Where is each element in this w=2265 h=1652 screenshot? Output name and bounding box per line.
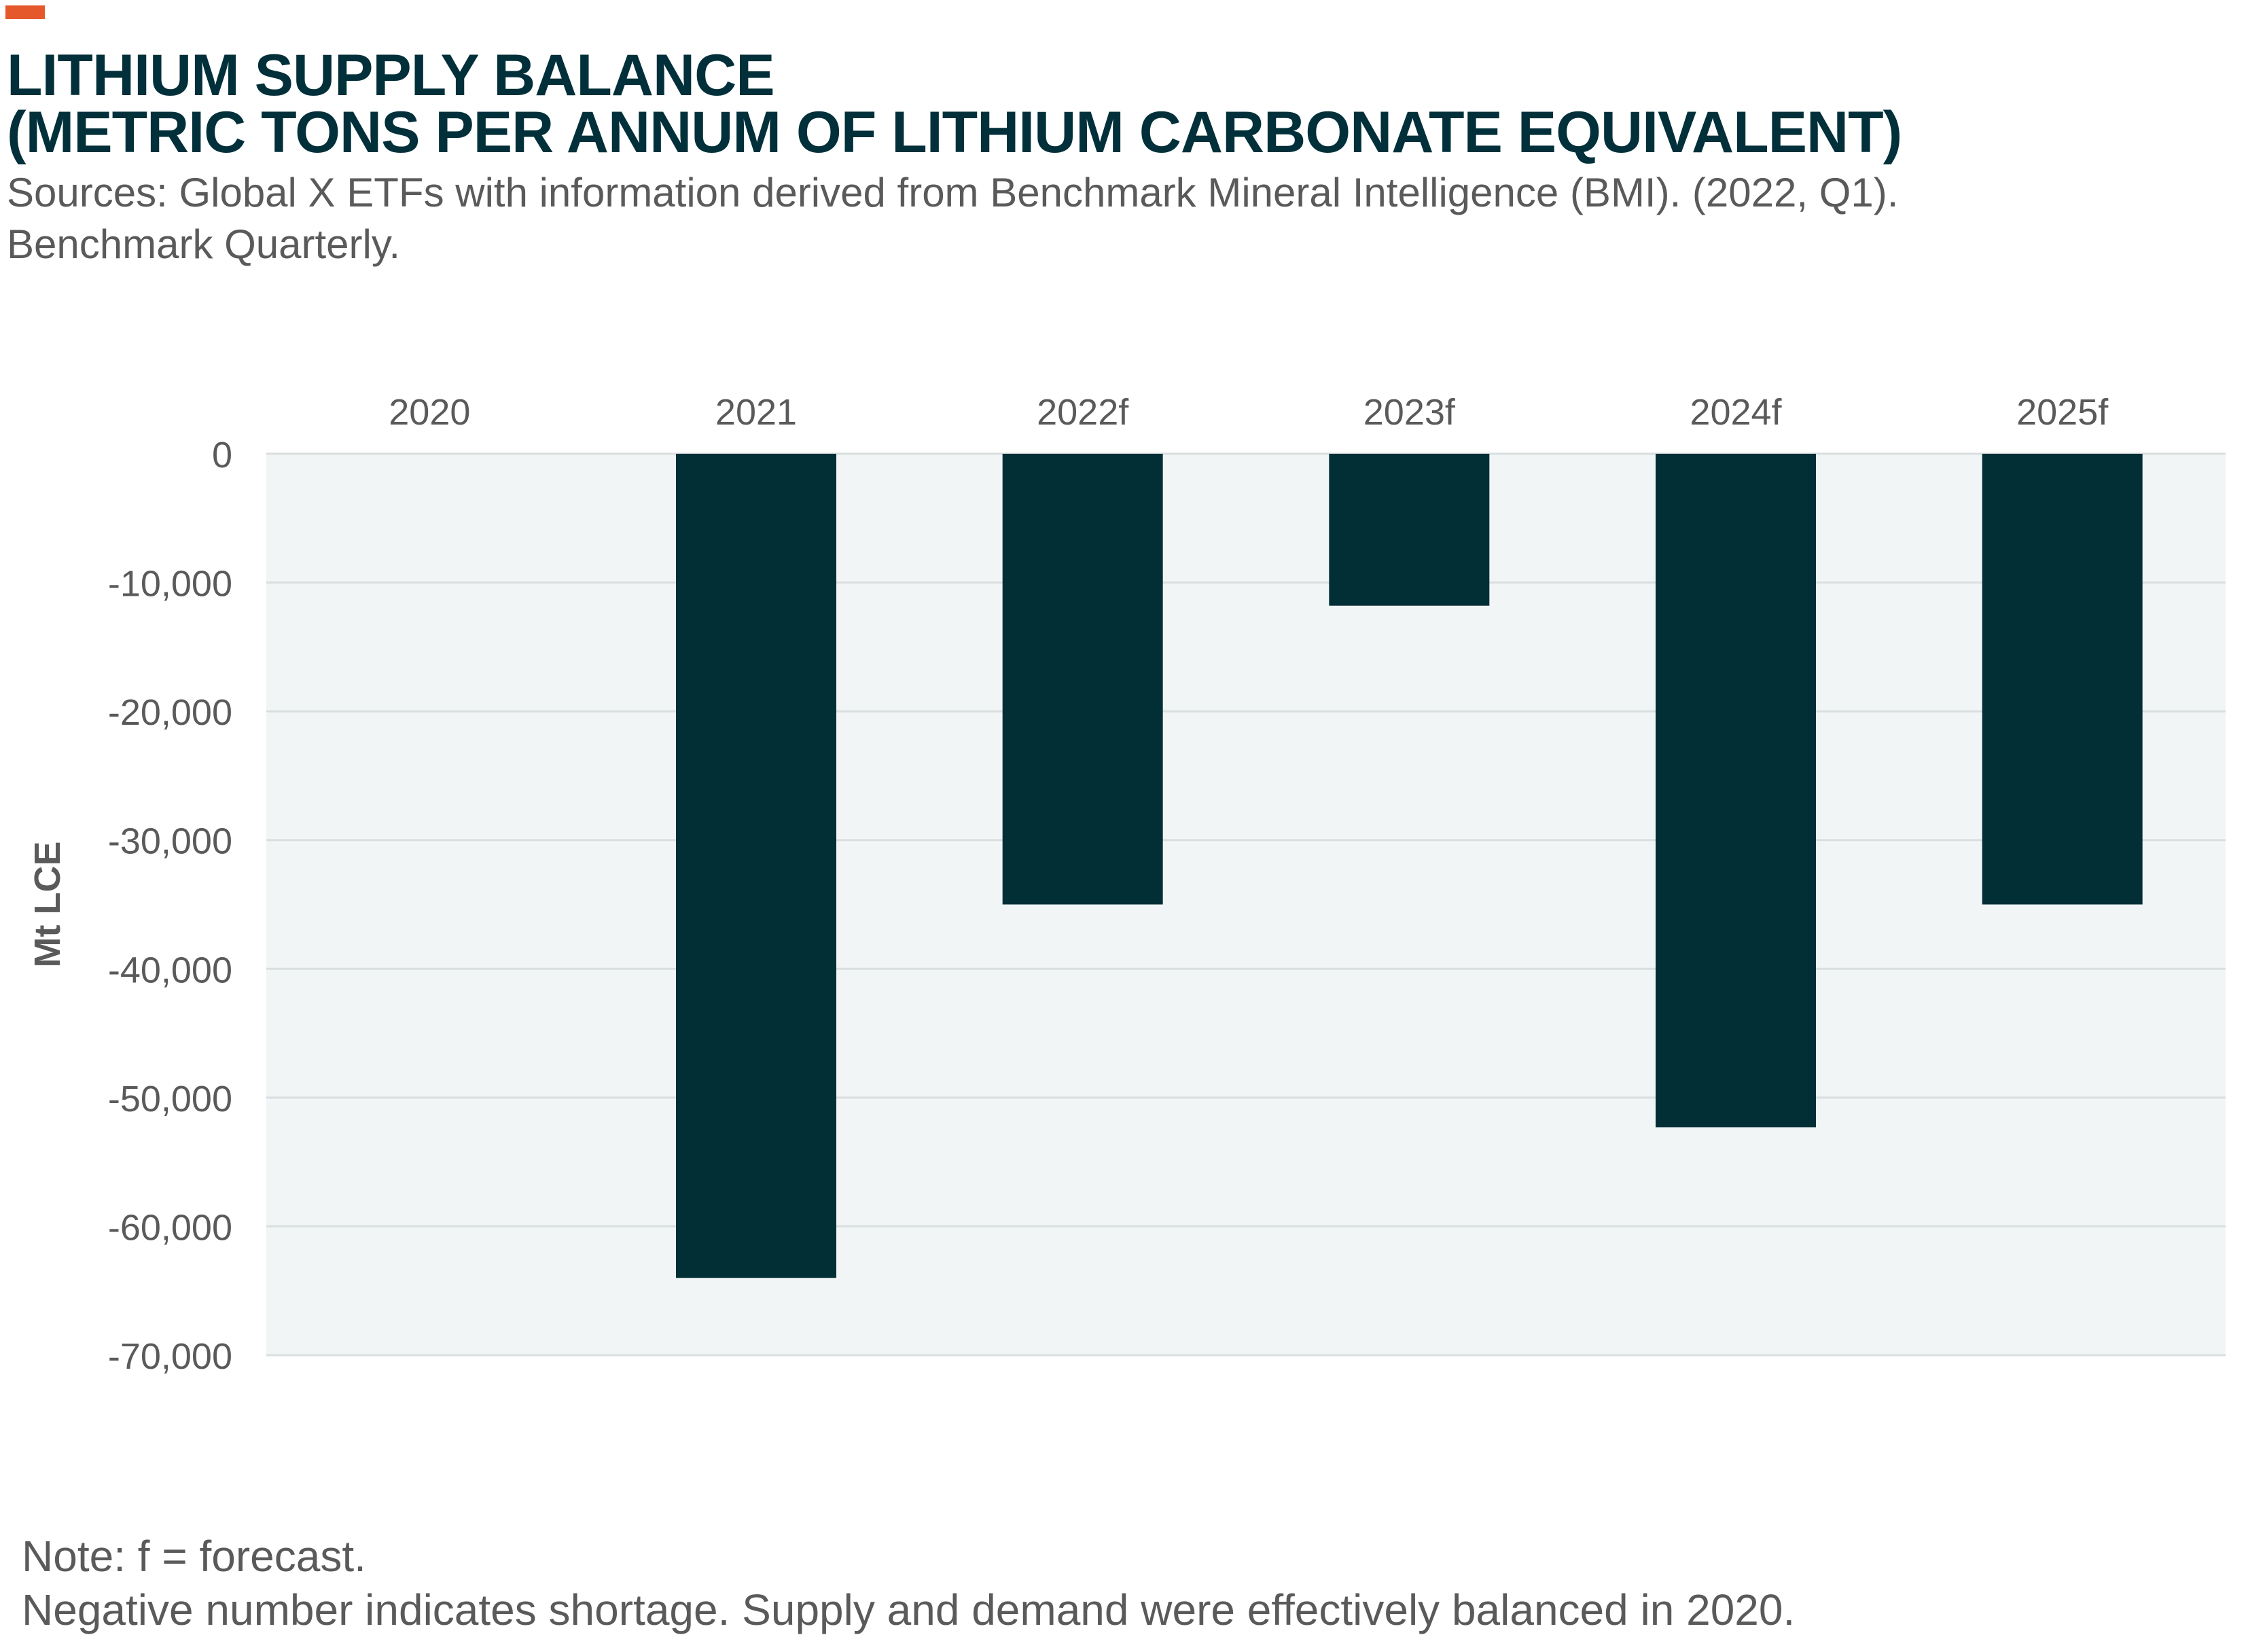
- chart-title-line-2: (METRIC TONS PER ANNUM OF LITHIUM CARBON…: [7, 100, 1902, 165]
- chart-source-line-2: Benchmark Quarterly.: [7, 221, 401, 268]
- y-tick-label: -30,000: [108, 821, 232, 862]
- x-category-label: 2024f: [1690, 392, 1782, 433]
- y-axis-tick-labels: 0 -10,000 -20,000 -30,000 -40,000 -50,000 -60,…: [108, 435, 232, 1377]
- chart-notes: Note: f = forecast. Negative number indi…: [22, 1530, 1795, 1638]
- y-tick-label: -10,000: [108, 564, 232, 605]
- x-category-label: 2025f: [2016, 392, 2109, 433]
- y-tick-label: -70,000: [108, 1336, 232, 1377]
- plot-area: [266, 454, 2226, 1355]
- bar: [1329, 454, 1490, 606]
- bars: [676, 454, 2143, 1278]
- chart-source-line-1: Sources: Global X ETFs with information …: [7, 170, 1899, 215]
- chart-title-line-1: LITHIUM SUPPLY BALANCE: [7, 43, 775, 108]
- x-category-label: 2022f: [1037, 392, 1129, 433]
- bar: [1656, 454, 1816, 1128]
- bar: [1002, 454, 1163, 905]
- bar: [676, 454, 836, 1278]
- y-tick-label: 0: [212, 435, 232, 475]
- note-line-1: Note: f = forecast.: [22, 1532, 366, 1581]
- x-category-label: 2023f: [1363, 392, 1456, 433]
- x-category-label: 2020: [389, 392, 470, 433]
- y-tick-label: -20,000: [108, 692, 232, 733]
- bar: [1982, 454, 2143, 905]
- chart-source: Sources: Global X ETFs with information …: [7, 167, 1898, 270]
- note-line-2: Negative number indicates shortage. Supp…: [22, 1585, 1796, 1635]
- accent-bar: [5, 5, 45, 19]
- x-axis-category-labels: 2020 2021 2022f 2023f 2024f 2025f: [389, 392, 2109, 433]
- gridlines: [266, 452, 2226, 1357]
- y-tick-label: -60,000: [108, 1207, 232, 1248]
- y-tick-label: -40,000: [108, 950, 232, 990]
- y-axis-label: Mt LCE: [27, 842, 68, 968]
- x-category-label: 2021: [715, 392, 797, 433]
- y-tick-label: -50,000: [108, 1079, 232, 1119]
